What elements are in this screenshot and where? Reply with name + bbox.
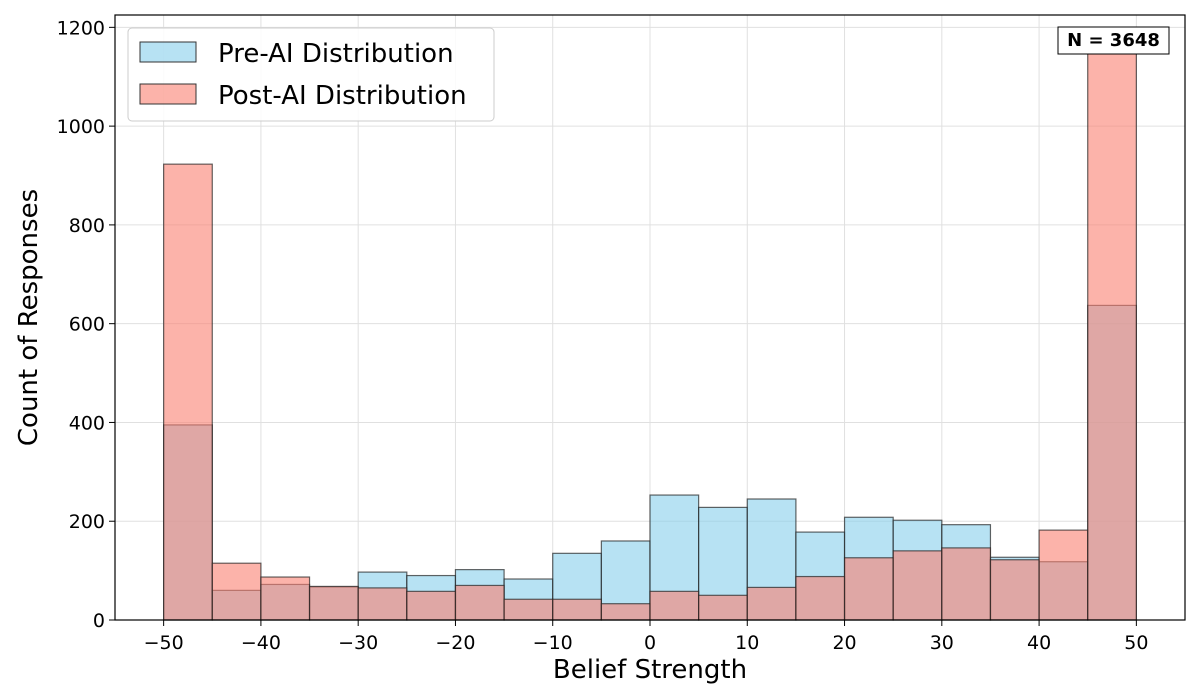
y-tick-label: 400 (69, 412, 105, 434)
legend-swatch-pre-ai (139, 41, 197, 63)
legend-label-post-ai: Post-AI Distribution (218, 81, 467, 111)
y-tick-label: 200 (69, 511, 105, 533)
post-ai-bar (600, 603, 651, 621)
y-tick-label: 1000 (57, 116, 105, 138)
sample-size-annotation: N = 3648 (1057, 26, 1170, 55)
post-ai-bar (163, 163, 213, 621)
x-tick-label: −40 (241, 632, 281, 654)
post-ai-bar (357, 587, 408, 621)
post-ai-bar (503, 598, 554, 621)
y-axis-label: Count of Responses (14, 189, 44, 446)
x-tick-label: −20 (435, 632, 475, 654)
post-ai-bar (1038, 529, 1089, 621)
post-ai-bar (989, 559, 1040, 621)
legend-label-pre-ai: Pre-AI Distribution (218, 39, 454, 69)
x-tick-label: 50 (1124, 632, 1148, 654)
x-axis-ticks: −50 −40 −30 −20 −10 0 10 20 30 40 50 (144, 620, 1148, 654)
annotation-box (1057, 26, 1170, 55)
y-tick-label: 800 (69, 215, 105, 237)
x-tick-label: −30 (338, 632, 378, 654)
post-ai-bar (552, 598, 602, 621)
y-tick-label: 1200 (57, 17, 105, 39)
post-ai-bar (454, 584, 505, 621)
post-ai-bar (211, 562, 262, 621)
post-ai-bar (406, 590, 457, 621)
x-tick-label: 20 (832, 632, 856, 654)
post-ai-bar (1087, 42, 1137, 621)
x-tick-label: −10 (533, 632, 573, 654)
post-ai-bar (649, 590, 700, 621)
legend-box (127, 27, 495, 122)
post-ai-bar (795, 575, 846, 621)
legend-swatch-post-ai (139, 83, 197, 105)
x-tick-label: 30 (930, 632, 954, 654)
post-ai-bar (843, 557, 894, 621)
x-tick-label: −50 (144, 632, 184, 654)
post-ai-bar (260, 576, 311, 621)
post-ai-bar (941, 547, 992, 621)
post-ai-bar (308, 585, 359, 621)
x-axis-label: Belief Strength (553, 655, 747, 685)
y-tick-label: 600 (69, 314, 105, 336)
annotation-text: N = 3648 (1067, 30, 1160, 51)
x-tick-label: 10 (735, 632, 759, 654)
post-ai-bar (698, 594, 748, 621)
y-axis-ticks: 0 200 400 600 800 1000 1200 (57, 17, 115, 632)
post-ai-bar (892, 550, 943, 621)
legend: Pre-AI Distribution Post-AI Distribution (127, 27, 495, 122)
post-ai-bar (746, 586, 797, 621)
x-tick-label: 0 (644, 632, 656, 654)
x-tick-label: 40 (1027, 632, 1051, 654)
y-tick-label: 0 (93, 610, 105, 632)
